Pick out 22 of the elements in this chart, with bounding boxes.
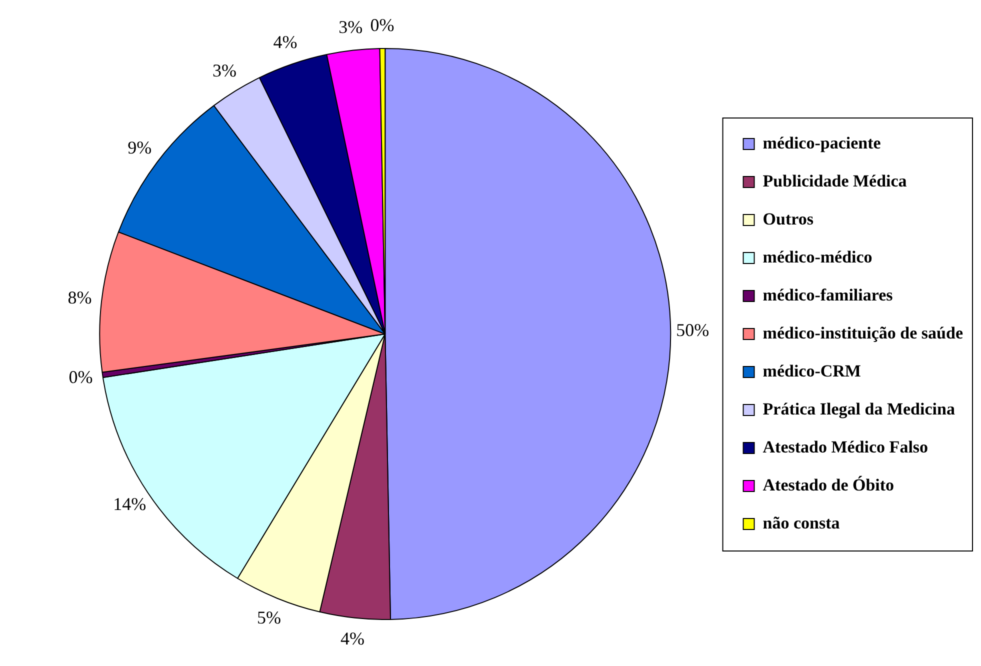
data-label: 5% xyxy=(257,607,282,628)
data-label: 50% xyxy=(676,320,710,340)
legend-label: médico-familiares xyxy=(762,285,894,304)
legend-label: médico-instituição de saúde xyxy=(762,323,964,342)
data-label: 8% xyxy=(68,287,92,308)
data-label: 4% xyxy=(273,32,298,52)
data-label: 3% xyxy=(338,17,363,38)
data-label: 4% xyxy=(340,628,365,649)
legend-label: Outros xyxy=(762,209,814,228)
data-label: 0% xyxy=(370,15,394,36)
data-label: 14% xyxy=(113,494,146,514)
legend-label: Publicidade Médica xyxy=(762,171,908,190)
legend-label: médico-médico xyxy=(762,247,872,266)
legend-label: médico-paciente xyxy=(762,133,882,152)
data-label: 3% xyxy=(212,60,237,81)
legend-label: Prática Ilegal da Medicina xyxy=(762,399,956,418)
legend-label: Atestado Médico Falso xyxy=(762,437,928,456)
legend-label: Atestado de Óbito xyxy=(762,475,894,494)
data-label: 0% xyxy=(68,366,93,387)
data-label: 9% xyxy=(128,138,152,158)
legend-label: não consta xyxy=(762,513,840,532)
legend-label: médico-CRM xyxy=(762,361,861,380)
